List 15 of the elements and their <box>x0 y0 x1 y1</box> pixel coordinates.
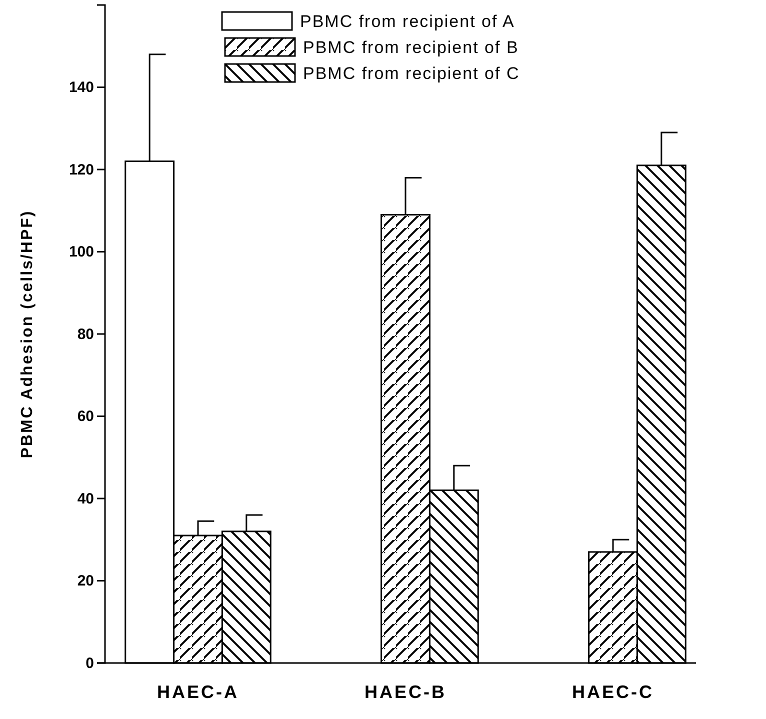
y-tick-label: 140 <box>68 79 94 96</box>
legend-label: PBMC from recipient of A <box>300 12 515 31</box>
y-axis-title: PBMC Adhesion (cells/HPF) <box>19 210 36 458</box>
x-tick-label: HAEC-A <box>157 682 239 702</box>
x-tick-label: HAEC-C <box>572 682 654 702</box>
legend-label: PBMC from recipient of B <box>303 38 519 57</box>
y-tick-label: 100 <box>68 244 94 261</box>
y-tick-label: 60 <box>77 408 94 426</box>
y-tick-label: 120 <box>68 161 94 178</box>
y-tick-label: 80 <box>77 326 94 343</box>
y-tick-label: 40 <box>77 490 94 508</box>
y-tick-label: 20 <box>77 572 94 590</box>
legend-label: PBMC from recipient of C <box>303 64 520 83</box>
x-tick-label: HAEC-B <box>364 682 446 702</box>
y-tick-label: 0 <box>86 654 94 672</box>
